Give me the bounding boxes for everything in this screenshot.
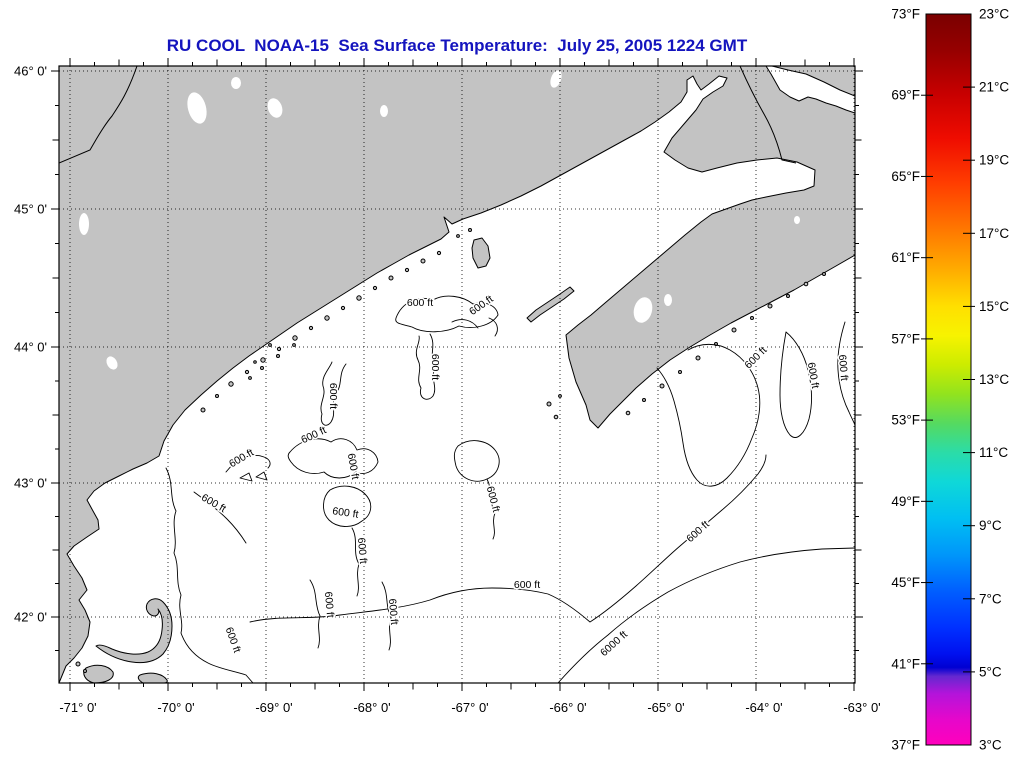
colorbar-fahrenheit-label: 57°F: [891, 331, 920, 346]
border-lines: [59, 66, 797, 164]
colorbar-celsius-label: 11°C: [979, 445, 1008, 460]
colorbar-fahrenheit-label: 45°F: [891, 575, 920, 590]
lon-tick-label: -71° 0': [59, 700, 96, 715]
lat-tick-label: 43° 0': [14, 476, 47, 491]
colorbar-fahrenheit-label: 61°F: [891, 250, 920, 265]
colorbar-celsius-label: 23°C: [979, 7, 1009, 22]
depth-contour-label: 600 ft: [322, 591, 336, 618]
colorbar-fahrenheit-label: 73°F: [891, 7, 920, 22]
cape-cod: [95, 598, 173, 664]
colorbar-celsius-label: 17°C: [979, 226, 1009, 241]
lon-tick-label: -67° 0': [451, 700, 488, 715]
colorbar-fahrenheit-label: 49°F: [891, 494, 920, 509]
depth-contour-label: 600 ft: [429, 354, 441, 380]
colorbar-celsius-label: 5°C: [979, 664, 1002, 679]
lat-tick-label: 44° 0': [14, 340, 47, 355]
colorbar-celsius-label: 7°C: [979, 591, 1002, 606]
colorbar-fahrenheit-label: 65°F: [891, 169, 920, 184]
map-frame: [58, 65, 856, 684]
depth-contour-label: 600 ft: [514, 579, 540, 591]
lon-tick-label: -63° 0': [843, 700, 880, 715]
lon-tick-label: -68° 0': [353, 700, 390, 715]
colorbar-celsius-label: 3°C: [979, 738, 1002, 753]
nova-scotia-river-line: [739, 66, 797, 164]
colorbar-celsius-label: 19°C: [979, 153, 1009, 168]
bathymetry-contours: [165, 295, 855, 683]
digby-neck-peninsula: [526, 286, 575, 323]
lon-tick-label: -65° 0': [647, 700, 684, 715]
depth-contour-label: 600 ft: [332, 505, 360, 521]
colorbar-fahrenheit-label: 69°F: [891, 88, 920, 103]
colorbar-celsius-label: 13°C: [979, 372, 1009, 387]
temperature-colorbar: 73°F 69°F 65°F 61°F 57°F 53°F 49°F 45°F 41°F 37°F…: [891, 7, 1009, 753]
maine-quebec-border-line: [59, 66, 138, 164]
depth-contour-label: 600 ft: [386, 598, 400, 625]
mainland-coastline: [59, 66, 855, 683]
depth-contour-label: 600 ft: [327, 383, 339, 409]
lon-tick-label: -70° 0': [157, 700, 194, 715]
lon-tick-label: -66° 0': [549, 700, 586, 715]
colorbar-labels: 73°F 69°F 65°F 61°F 57°F 53°F 49°F 45°F 41°F 37°F…: [891, 7, 1009, 753]
colorbar-celsius-label: 9°C: [979, 518, 1002, 533]
colorbar-fahrenheit-label: 41°F: [891, 656, 920, 671]
depth-contour-label: 600 ft: [836, 354, 850, 381]
axis-ticks: [51, 58, 863, 691]
lat-tick-label: 46° 0': [14, 64, 47, 79]
inland-lakes: [79, 70, 800, 370]
grand-manan-island: [471, 237, 491, 269]
colorbar-fahrenheit-label: 37°F: [891, 738, 920, 753]
lon-tick-label: -69° 0': [255, 700, 292, 715]
colorbar-fahrenheit-label: 53°F: [891, 413, 920, 428]
lat-lon-gridlines: [59, 66, 855, 683]
maine-coastal-islands: [200, 228, 472, 413]
colorbar-celsius-label: 21°C: [979, 80, 1009, 95]
depth-contour-label: 600 ft: [805, 361, 821, 389]
depth-contour-label: 600 ft: [407, 297, 433, 309]
lat-tick-label: 45° 0': [14, 202, 47, 217]
depth-contour-label: 600 ft: [355, 537, 369, 564]
marthas-vineyard-island: [83, 664, 114, 683]
lat-tick-label: 42° 0': [14, 610, 47, 625]
axis-tick-labels: -71° 0' -70° 0' -69° 0' -68° 0' -67° 0' -66° …: [14, 64, 881, 716]
colorbar-celsius-label: 15°C: [979, 299, 1009, 314]
nova-scotia-coastal-islands: [75, 272, 826, 673]
page-title: RU COOL NOAA-15 Sea Surface Temperature:…: [167, 36, 748, 55]
lon-tick-label: -64° 0': [745, 700, 782, 715]
